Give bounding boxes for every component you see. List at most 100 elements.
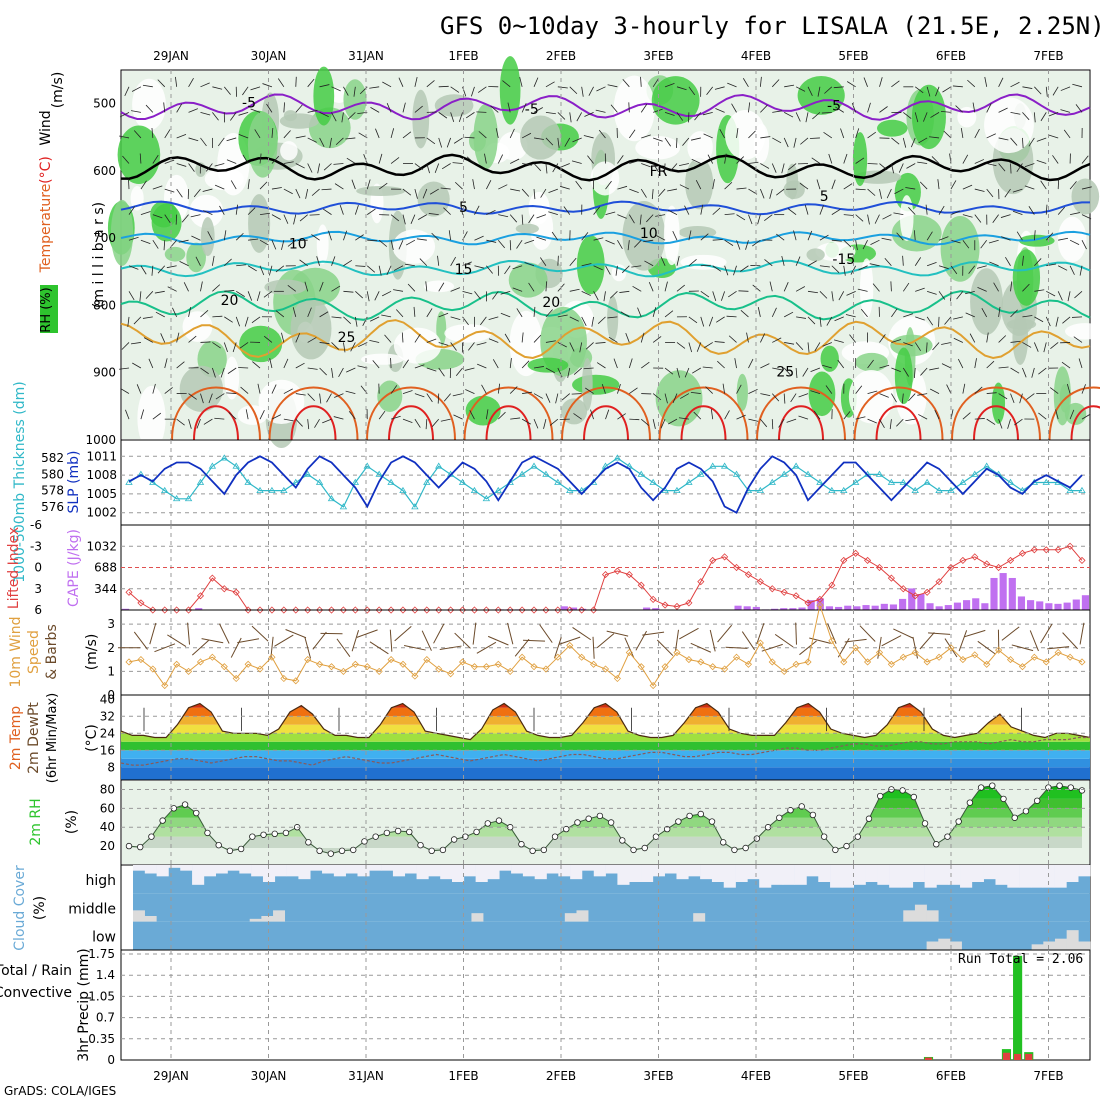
- wind-barb: [402, 418, 413, 423]
- wind-barb: [620, 311, 630, 318]
- surface-temp-contour: [1048, 386, 1100, 441]
- thickness-tick: 580: [41, 467, 64, 481]
- wind-barb: [783, 367, 792, 376]
- wind-barb: [235, 232, 244, 241]
- wind-speed-point: [875, 648, 884, 657]
- wind-barb: [370, 107, 380, 113]
- wind-barb: [307, 393, 315, 402]
- cloud-cell: [273, 910, 286, 922]
- wind-barb: [725, 646, 748, 649]
- wind-barb: [410, 214, 416, 224]
- cape-bar: [734, 605, 742, 610]
- wind-barb: [212, 367, 216, 378]
- precip-tick: 1.05: [88, 989, 115, 1003]
- wind-barb: [307, 78, 315, 88]
- wind-speed-point: [458, 658, 467, 666]
- wind-barb: [239, 342, 249, 349]
- rh-blob: [343, 79, 367, 120]
- wind-barb: [905, 187, 916, 190]
- thickness-point: [804, 470, 812, 477]
- wind-barb: [708, 316, 714, 327]
- wind-speed-line: [128, 603, 1083, 687]
- li-point: [530, 606, 538, 614]
- thickness-point: [828, 486, 836, 494]
- wind-barb: [414, 364, 425, 369]
- rh-blob: [527, 357, 569, 373]
- wind-barb: [867, 418, 877, 424]
- wind-barb: [783, 282, 789, 292]
- wind-barb: [668, 418, 678, 425]
- wind-barb: [283, 214, 289, 224]
- wind-barb: [784, 342, 795, 345]
- wind-barb: [230, 180, 237, 190]
- wind-barb: [605, 239, 615, 245]
- li-point: [196, 592, 205, 600]
- li-point: [387, 606, 395, 614]
- wind-barb: [781, 163, 785, 174]
- wind-barb: [724, 410, 730, 420]
- wind-barb: [702, 366, 713, 369]
- wind-barb: [928, 632, 951, 635]
- surface-temp-contour: [658, 386, 749, 441]
- slp-tick: 1008: [86, 468, 117, 482]
- wind-barb: [700, 290, 710, 298]
- wind-barb: [843, 239, 852, 248]
- wind-barb: [575, 180, 582, 190]
- wind-barb: [205, 163, 213, 172]
- wind-barb: [319, 84, 330, 88]
- wind-barb: [312, 631, 327, 650]
- contour-label: -15: [832, 252, 855, 268]
- wind-barb: [664, 112, 675, 116]
- wind-barb: [188, 108, 198, 113]
- wind-speed-point: [244, 660, 252, 668]
- surface-temp-contour: [951, 386, 1041, 441]
- wind-barb: [950, 239, 961, 244]
- wind-speed-point: [828, 637, 836, 645]
- temp-unit-label: (°C): [84, 724, 100, 752]
- wind-barb: [632, 285, 642, 292]
- wind-barb: [248, 238, 259, 241]
- wind-barb: [1070, 212, 1080, 216]
- wind-barb: [514, 638, 530, 657]
- wind-barb: [867, 390, 878, 394]
- wind-speed-point: [351, 660, 359, 668]
- wind-barb: [579, 342, 583, 353]
- wind-barb: [152, 214, 163, 219]
- wind-barb: [247, 179, 250, 190]
- wind-barb: [163, 102, 166, 113]
- wind-barb: [453, 137, 463, 144]
- wind-barb: [748, 102, 751, 113]
- wind-barb: [557, 342, 567, 348]
- wind-barb: [548, 188, 558, 194]
- thickness-point: [875, 470, 884, 477]
- wind-barb: [855, 214, 864, 222]
- wind-barb: [700, 233, 709, 241]
- dewpt-axis-label: 2m DewPt: [26, 702, 42, 774]
- wind-barb: [404, 645, 426, 651]
- wind-speed-point: [792, 660, 800, 668]
- wind-barb: [414, 393, 425, 398]
- wind-barb: [772, 110, 783, 113]
- wind-barb: [742, 78, 749, 88]
- wind-speed-point: [423, 656, 431, 664]
- cloud-cell: [215, 865, 228, 874]
- wind-barb: [476, 342, 487, 346]
- wind-barb: [345, 137, 356, 140]
- wind-barb: [374, 291, 380, 301]
- wind-barb: [676, 86, 687, 91]
- wind-barb: [929, 367, 940, 371]
- surface-temp-contour: [853, 386, 944, 441]
- cloud-cell: [926, 941, 939, 950]
- wind-barb: [700, 264, 711, 267]
- cloud-cell: [938, 938, 951, 950]
- wind-barb: [953, 337, 964, 343]
- cloud-cell: [948, 865, 961, 885]
- wind-barb: [644, 260, 654, 267]
- wind-barb: [587, 155, 594, 164]
- wind-speed-point: [661, 663, 669, 671]
- rh-blob: [279, 113, 320, 129]
- wind-barb: [955, 105, 964, 113]
- wind-barb: [783, 311, 794, 318]
- wind-barb: [336, 638, 351, 657]
- wind-barb: [998, 137, 1009, 141]
